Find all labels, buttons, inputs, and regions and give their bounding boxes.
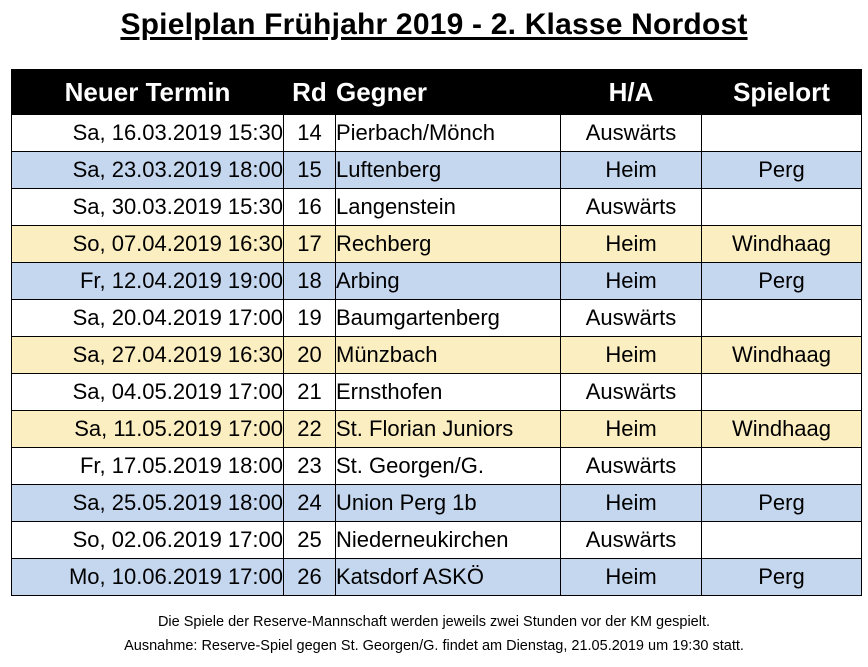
- table-row: Sa, 16.03.2019 15:30 14 Pierbach/Mönch Ausw…: [11, 114, 862, 152]
- cell-date: So, 02.06.2019 17:00: [11, 521, 284, 559]
- schedule-table: Neuer Termin Rd Gegner H/A Spielort Sa, …: [11, 69, 862, 596]
- cell-venue: Perg: [701, 262, 862, 300]
- cell-home-away: Auswärts: [560, 447, 702, 485]
- cell-round: 14: [283, 114, 336, 152]
- cell-date: Sa, 30.03.2019 15:30: [11, 188, 284, 226]
- table-row: So, 07.04.2019 16:30 17 Rechberg Heim Windha…: [11, 225, 862, 263]
- cell-venue: Windhaag: [701, 410, 862, 448]
- table-row: Sa, 11.05.2019 17:00 22 St. Florian Junior…: [11, 410, 862, 448]
- cell-home-away: Heim: [560, 225, 702, 263]
- cell-venue: [701, 521, 862, 559]
- cell-opponent: Arbing: [335, 262, 561, 300]
- header-round: Rd: [283, 69, 336, 115]
- cell-round: 25: [283, 521, 336, 559]
- note-exception: Ausnahme: Reserve-Spiel gegen St. George…: [124, 638, 744, 654]
- table-row: Sa, 25.05.2019 18:00 24 Union Perg 1b Heim P…: [11, 484, 862, 522]
- table-body: Sa, 16.03.2019 15:30 14 Pierbach/Mönch Ausw…: [11, 114, 862, 596]
- table-row: Fr, 17.05.2019 18:00 23 St. Georgen/G. Ausw…: [11, 447, 862, 485]
- table-row: So, 02.06.2019 17:00 25 Niederneukirchen Au…: [11, 521, 862, 559]
- table-row: Mo, 10.06.2019 17:00 26 Katsdorf ASKÖ Heim P…: [11, 558, 862, 596]
- cell-home-away: Auswärts: [560, 521, 702, 559]
- cell-venue: [701, 373, 862, 411]
- cell-date: So, 07.04.2019 16:30: [11, 225, 284, 263]
- cell-date: Fr, 17.05.2019 18:00: [11, 447, 284, 485]
- cell-venue: Perg: [701, 151, 862, 189]
- header-row: Neuer Termin Rd Gegner H/A Spielort: [11, 69, 862, 115]
- header-opponent: Gegner: [335, 69, 561, 115]
- cell-opponent: Rechberg: [335, 225, 561, 263]
- cell-opponent: Ernsthofen: [335, 373, 561, 411]
- cell-venue: [701, 114, 862, 152]
- cell-date: Sa, 25.05.2019 18:00: [11, 484, 284, 522]
- cell-home-away: Heim: [560, 262, 702, 300]
- cell-round: 16: [283, 188, 336, 226]
- cell-home-away: Heim: [560, 558, 702, 596]
- cell-date: Sa, 16.03.2019 15:30: [11, 114, 284, 152]
- cell-date: Sa, 20.04.2019 17:00: [11, 299, 284, 337]
- note-reserve-team: Die Spiele der Reserve-Mannschaft werden…: [157, 614, 711, 630]
- cell-venue: Windhaag: [701, 225, 862, 263]
- cell-round: 18: [283, 262, 336, 300]
- cell-opponent: Baumgartenberg: [335, 299, 561, 337]
- cell-round: 24: [283, 484, 336, 522]
- cell-opponent: Union Perg 1b: [335, 484, 561, 522]
- table-row: Fr, 12.04.2019 19:00 18 Arbing Heim Perg: [11, 262, 862, 300]
- cell-home-away: Heim: [560, 151, 702, 189]
- cell-round: 23: [283, 447, 336, 485]
- cell-home-away: Auswärts: [560, 114, 702, 152]
- cell-opponent: Pierbach/Mönch: [335, 114, 561, 152]
- cell-round: 15: [283, 151, 336, 189]
- cell-round: 20: [283, 336, 336, 374]
- cell-round: 19: [283, 299, 336, 337]
- cell-date: Sa, 23.03.2019 18:00: [11, 151, 284, 189]
- cell-round: 17: [283, 225, 336, 263]
- cell-opponent: St. Georgen/G.: [335, 447, 561, 485]
- cell-venue: Perg: [701, 484, 862, 522]
- cell-date: Sa, 11.05.2019 17:00: [11, 410, 284, 448]
- cell-date: Mo, 10.06.2019 17:00: [11, 558, 284, 596]
- cell-home-away: Heim: [560, 410, 702, 448]
- cell-opponent: Langenstein: [335, 188, 561, 226]
- cell-opponent: Katsdorf ASKÖ: [335, 558, 561, 596]
- cell-home-away: Heim: [560, 336, 702, 374]
- table-row: Sa, 23.03.2019 18:00 15 Luftenberg Heim Perg: [11, 151, 862, 189]
- table-row: Sa, 20.04.2019 17:00 19 Baumgartenberg Ausw…: [11, 299, 862, 337]
- table-header: Neuer Termin Rd Gegner H/A Spielort: [11, 69, 862, 115]
- cell-home-away: Auswärts: [560, 299, 702, 337]
- cell-date: Sa, 27.04.2019 16:30: [11, 336, 284, 374]
- cell-round: 21: [283, 373, 336, 411]
- cell-venue: [701, 447, 862, 485]
- cell-venue: Perg: [701, 558, 862, 596]
- header-home-away: H/A: [560, 69, 702, 115]
- cell-home-away: Auswärts: [560, 373, 702, 411]
- table-row: Sa, 27.04.2019 16:30 20 Münzbach Heim Windha…: [11, 336, 862, 374]
- cell-round: 22: [283, 410, 336, 448]
- cell-venue: [701, 299, 862, 337]
- cell-opponent: St. Florian Juniors: [335, 410, 561, 448]
- page-title: Spielplan Frühjahr 2019 - 2. Klasse Nord…: [120, 8, 748, 41]
- cell-venue: [701, 188, 862, 226]
- table-row: Sa, 30.03.2019 15:30 16 Langenstein Auswärt…: [11, 188, 862, 226]
- cell-date: Fr, 12.04.2019 19:00: [11, 262, 284, 300]
- cell-home-away: Heim: [560, 484, 702, 522]
- cell-opponent: Niederneukirchen: [335, 521, 561, 559]
- cell-round: 26: [283, 558, 336, 596]
- cell-venue: Windhaag: [701, 336, 862, 374]
- cell-opponent: Luftenberg: [335, 151, 561, 189]
- header-venue: Spielort: [701, 69, 862, 115]
- cell-home-away: Auswärts: [560, 188, 702, 226]
- table-row: Sa, 04.05.2019 17:00 21 Ernsthofen Auswärts: [11, 373, 862, 411]
- header-date: Neuer Termin: [11, 69, 284, 115]
- cell-opponent: Münzbach: [335, 336, 561, 374]
- cell-date: Sa, 04.05.2019 17:00: [11, 373, 284, 411]
